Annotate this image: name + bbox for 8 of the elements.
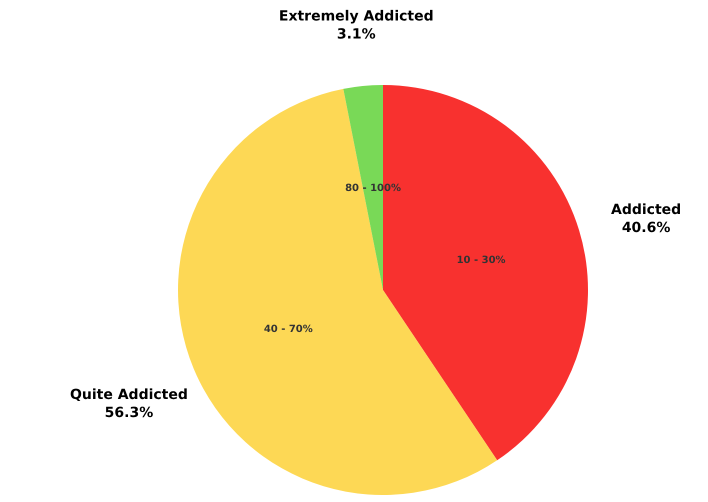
text: 10 - 30% — [456, 255, 506, 266]
data-label: 40.6% — [622, 220, 670, 236]
text: 40 - 70% — [264, 324, 313, 336]
slice-label: Extremely Addicted — [278, 8, 434, 24]
slice-label: Quite Addicted — [70, 387, 188, 404]
slice-label: Addicted — [611, 202, 682, 218]
data-label: 56.3% — [104, 405, 154, 422]
data-label: 3.1% — [336, 26, 376, 42]
